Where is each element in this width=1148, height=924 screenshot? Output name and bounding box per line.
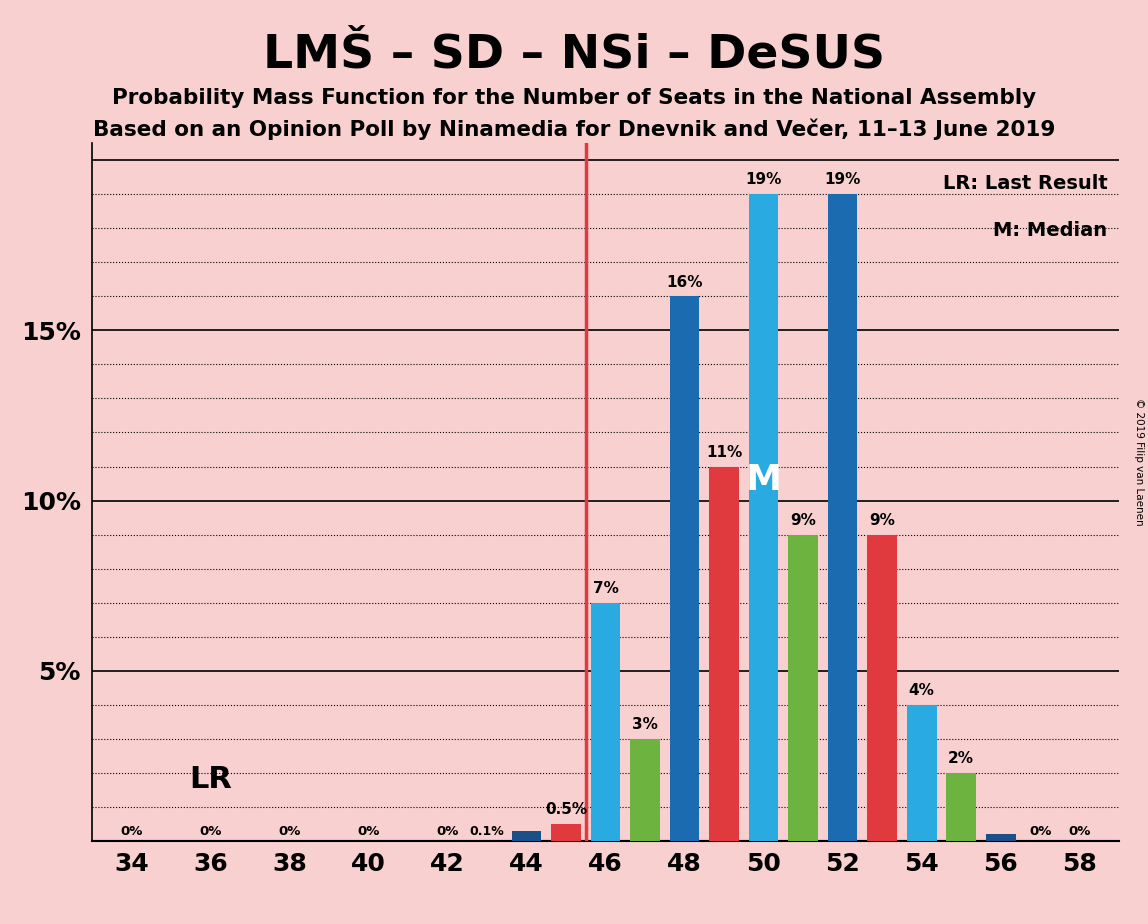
- Text: 9%: 9%: [790, 513, 816, 528]
- Text: 0%: 0%: [1069, 825, 1091, 838]
- Text: 16%: 16%: [666, 274, 703, 289]
- Text: 0%: 0%: [1029, 825, 1052, 838]
- Text: LR: LR: [189, 765, 232, 794]
- Text: 3%: 3%: [633, 717, 658, 732]
- Text: © 2019 Filip van Laenen: © 2019 Filip van Laenen: [1134, 398, 1143, 526]
- Text: M: M: [746, 463, 782, 497]
- Text: Probability Mass Function for the Number of Seats in the National Assembly: Probability Mass Function for the Number…: [113, 88, 1035, 108]
- Bar: [591, 602, 620, 841]
- Bar: [789, 535, 819, 841]
- Bar: [630, 739, 660, 841]
- Text: 0%: 0%: [200, 825, 222, 838]
- Bar: [986, 834, 1016, 841]
- Bar: [551, 824, 581, 841]
- Text: 0.5%: 0.5%: [545, 802, 587, 817]
- Bar: [828, 194, 858, 841]
- Bar: [512, 831, 542, 841]
- Text: Based on an Opinion Poll by Ninamedia for Dnevnik and Večer, 11–13 June 2019: Based on an Opinion Poll by Ninamedia fo…: [93, 118, 1055, 140]
- Bar: [748, 194, 778, 841]
- Text: 19%: 19%: [824, 173, 861, 188]
- Text: 2%: 2%: [948, 751, 975, 766]
- Text: LMŠ – SD – NSi – DeSUS: LMŠ – SD – NSi – DeSUS: [263, 32, 885, 78]
- Text: 4%: 4%: [909, 683, 934, 698]
- Bar: [709, 467, 739, 841]
- Bar: [946, 772, 976, 841]
- Text: 0%: 0%: [278, 825, 301, 838]
- Bar: [907, 705, 937, 841]
- Bar: [669, 297, 699, 841]
- Text: LR: Last Result: LR: Last Result: [943, 174, 1108, 193]
- Bar: [868, 535, 897, 841]
- Text: 19%: 19%: [745, 173, 782, 188]
- Text: 0%: 0%: [121, 825, 142, 838]
- Text: 7%: 7%: [592, 581, 619, 596]
- Text: 9%: 9%: [869, 513, 895, 528]
- Text: 0.1%: 0.1%: [470, 825, 504, 838]
- Text: 0%: 0%: [436, 825, 459, 838]
- Text: 11%: 11%: [706, 444, 743, 460]
- Text: 0%: 0%: [357, 825, 380, 838]
- Text: M: Median: M: Median: [993, 222, 1108, 240]
